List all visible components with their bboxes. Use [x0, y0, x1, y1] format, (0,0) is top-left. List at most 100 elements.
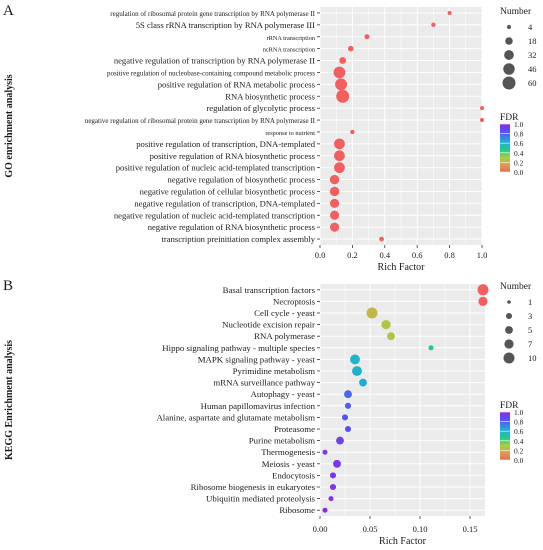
term-label: Basal transcription factors	[223, 285, 316, 295]
data-point	[330, 210, 340, 220]
term-label: mRNA surveillance pathway	[213, 378, 315, 388]
fdr-tick-label: 0.0	[514, 168, 524, 177]
term-label: Meiosis - yeast	[262, 459, 316, 469]
term-label: positive regulation of RNA metabolic pro…	[158, 79, 316, 89]
data-point	[379, 236, 384, 242]
term-label: Pyrimidine metabolism	[233, 366, 315, 376]
term-label: negative regulation of nucleic acid-temp…	[114, 210, 316, 220]
x-tick-label: 0.6	[412, 250, 423, 260]
term-label: positive regulation of transcription, DN…	[136, 139, 315, 149]
term-label: ncRNA transcription	[263, 47, 316, 54]
term-label: Human papillomavirus infection	[201, 401, 316, 411]
x-tick-label: 0.0	[315, 250, 326, 260]
data-point	[328, 496, 334, 502]
term-label: response to nutrient	[265, 130, 315, 137]
data-point	[352, 366, 362, 376]
data-point	[347, 45, 354, 52]
term-label: negative regulation of biosynthetic proc…	[168, 175, 316, 185]
term-label: Cell cycle - yeast	[254, 308, 315, 318]
term-label: negative regulation of RNA biosynthetic …	[148, 222, 316, 232]
size-legend-label: 10	[528, 353, 537, 363]
size-legend-dot	[504, 339, 514, 349]
data-point	[350, 129, 355, 135]
y-axis-title: KEGG Enrichment analysis	[4, 340, 15, 460]
fdr-tick-label: 0.8	[514, 130, 524, 139]
term-label: Nucleotide excision repair	[222, 320, 315, 330]
x-tick-label: 0.00	[313, 524, 328, 534]
data-point	[329, 483, 337, 491]
data-point	[366, 307, 378, 319]
panel-letter: B	[3, 278, 13, 294]
x-tick-label: 0.10	[413, 524, 428, 534]
size-legend-dot	[505, 326, 513, 334]
data-point	[330, 198, 340, 208]
size-legend-label: 4	[528, 22, 533, 32]
x-tick-label: 0.8	[444, 250, 455, 260]
term-label: negative regulation of cellular biosynth…	[140, 186, 316, 196]
size-legend-dot	[505, 37, 513, 45]
data-point	[341, 414, 349, 421]
data-point	[329, 472, 337, 479]
term-label: Ubiquitin mediated proteolysis	[206, 494, 316, 504]
data-point	[329, 174, 340, 185]
term-label: regulation of glycolytic process	[206, 103, 315, 113]
size-legend-dot	[507, 25, 511, 29]
term-label: negative regulation of transcription by …	[114, 56, 315, 66]
data-point	[447, 10, 452, 15]
data-point	[344, 425, 352, 433]
data-point	[344, 402, 352, 409]
term-label: negative regulation of ribosomal protein…	[85, 117, 316, 125]
term-label: 5S class rRNA transcription by RNA polym…	[136, 20, 315, 30]
fdr-tick-label: 1.0	[514, 120, 524, 129]
data-point	[480, 106, 484, 111]
size-legend-dot	[503, 352, 515, 364]
size-legend-dot	[504, 50, 514, 60]
term-label: Thermogenesis	[261, 447, 315, 457]
x-tick-label: 1.0	[477, 250, 488, 260]
fdr-tick-label: 0.8	[514, 418, 524, 427]
x-tick-label: 0.2	[347, 250, 358, 260]
term-label: positive regulation of RNA biosynthetic …	[150, 151, 316, 161]
data-point	[330, 222, 340, 232]
size-legend-label: 3	[528, 311, 532, 321]
fdr-tick-label: 0.6	[514, 139, 524, 148]
fdr-tick-label: 0.0	[514, 456, 524, 465]
data-point	[480, 118, 484, 123]
size-legend-dot	[502, 76, 516, 90]
term-label: regulation of ribosomal protein gene tra…	[110, 10, 315, 18]
size-legend-label: 60	[528, 78, 537, 88]
term-label: Necroptosis	[273, 296, 316, 306]
data-point	[478, 296, 488, 307]
size-legend-label: 7	[528, 339, 532, 349]
data-point	[359, 378, 367, 387]
y-axis-title: GO enrichment analysis	[4, 74, 15, 177]
size-legend-label: 5	[528, 325, 532, 335]
data-point	[336, 89, 350, 103]
data-point	[322, 507, 328, 513]
plot-background	[320, 284, 485, 516]
size-legend-title: Number	[500, 7, 532, 17]
term-label: Hippo signaling pathway - multiple speci…	[162, 343, 315, 353]
fdr-tick-label: 0.4	[514, 437, 524, 446]
data-point	[333, 459, 341, 468]
fdr-colorbar	[500, 124, 510, 172]
data-point	[333, 66, 346, 79]
data-point	[381, 319, 391, 330]
data-point	[322, 449, 328, 455]
term-label: Proteasome	[274, 424, 315, 434]
x-tick-label: 0.05	[363, 524, 378, 534]
size-legend-title: Number	[500, 282, 532, 292]
x-axis-title: Rich Factor	[379, 536, 427, 547]
size-legend-label: 18	[528, 36, 537, 46]
term-label: RNA biosynthetic process	[225, 91, 315, 101]
term-label: rRNA transcription	[267, 35, 316, 42]
size-legend-label: 1	[528, 297, 532, 307]
x-tick-label: 0.4	[379, 250, 390, 260]
term-label: Ribosome	[279, 505, 315, 515]
data-point	[339, 57, 347, 64]
data-point	[334, 150, 345, 162]
fdr-colorbar	[500, 412, 510, 460]
